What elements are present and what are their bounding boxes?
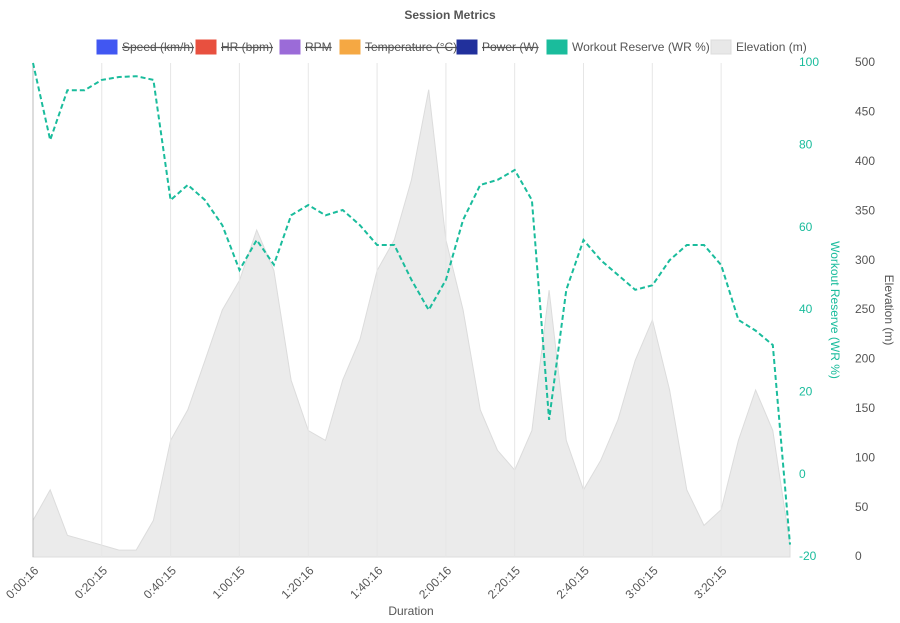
y-tick-label: -20 <box>799 549 817 563</box>
legend-swatch[interactable] <box>339 39 361 55</box>
chart-title: Session Metrics <box>404 8 496 22</box>
x-tick-label: 2:00:16 <box>416 563 454 601</box>
legend-swatch[interactable] <box>195 39 217 55</box>
y2-tick-label: 500 <box>855 55 875 69</box>
y2-tick-label: 0 <box>855 549 862 563</box>
y2-tick-label: 150 <box>855 401 875 415</box>
legend-label[interactable]: Temperature (°C) <box>365 40 457 54</box>
wr-line <box>32 62 791 545</box>
x-tick-label: 0:00:16 <box>3 563 41 601</box>
y2-tick-label: 100 <box>855 450 875 464</box>
y-tick-label: 100 <box>799 55 819 69</box>
legend-swatch[interactable] <box>546 39 568 55</box>
x-tick-label: 0:40:15 <box>141 563 179 601</box>
legend-label[interactable]: Workout Reserve (WR %) <box>572 40 710 54</box>
y2-tick-label: 250 <box>855 302 875 316</box>
y2-tick-label: 400 <box>855 154 875 168</box>
y2-tick-label: 450 <box>855 105 875 119</box>
y2-axis-label: Elevation (m) <box>882 275 896 346</box>
y-tick-label: 60 <box>799 220 813 234</box>
legend-swatch[interactable] <box>279 39 301 55</box>
x-tick-label: 1:20:16 <box>278 563 316 601</box>
legend-swatch[interactable] <box>710 39 732 55</box>
legend-label[interactable]: Elevation (m) <box>736 40 807 54</box>
y2-tick-label: 50 <box>855 500 869 514</box>
y-tick-label: 40 <box>799 302 813 316</box>
x-tick-label: 0:20:15 <box>72 563 110 601</box>
legend-label[interactable]: RPM <box>305 40 332 54</box>
x-tick-label: 1:00:15 <box>210 563 248 601</box>
y2-tick-label: 300 <box>855 253 875 267</box>
legend-label[interactable]: Power (W) <box>482 40 539 54</box>
x-tick-label: 3:00:15 <box>622 563 660 601</box>
y-tick-label: 0 <box>799 467 806 481</box>
legend-label[interactable]: Speed (km/h) <box>122 40 194 54</box>
elevation-area <box>32 89 791 558</box>
legend-swatch[interactable] <box>96 39 118 55</box>
y-axis-label: Workout Reserve (WR %) <box>828 241 842 379</box>
x-axis-label: Duration <box>388 604 433 618</box>
x-tick-label: 2:40:15 <box>554 563 592 601</box>
legend-swatch[interactable] <box>456 39 478 55</box>
x-tick-label: 1:40:16 <box>347 563 385 601</box>
y2-tick-label: 200 <box>855 352 875 366</box>
y-tick-label: 80 <box>799 138 813 152</box>
legend-label[interactable]: HR (bpm) <box>221 40 273 54</box>
y-tick-label: 20 <box>799 385 813 399</box>
x-tick-label: 3:20:15 <box>691 563 729 601</box>
x-tick-label: 2:20:15 <box>485 563 523 601</box>
y2-tick-label: 350 <box>855 203 875 217</box>
